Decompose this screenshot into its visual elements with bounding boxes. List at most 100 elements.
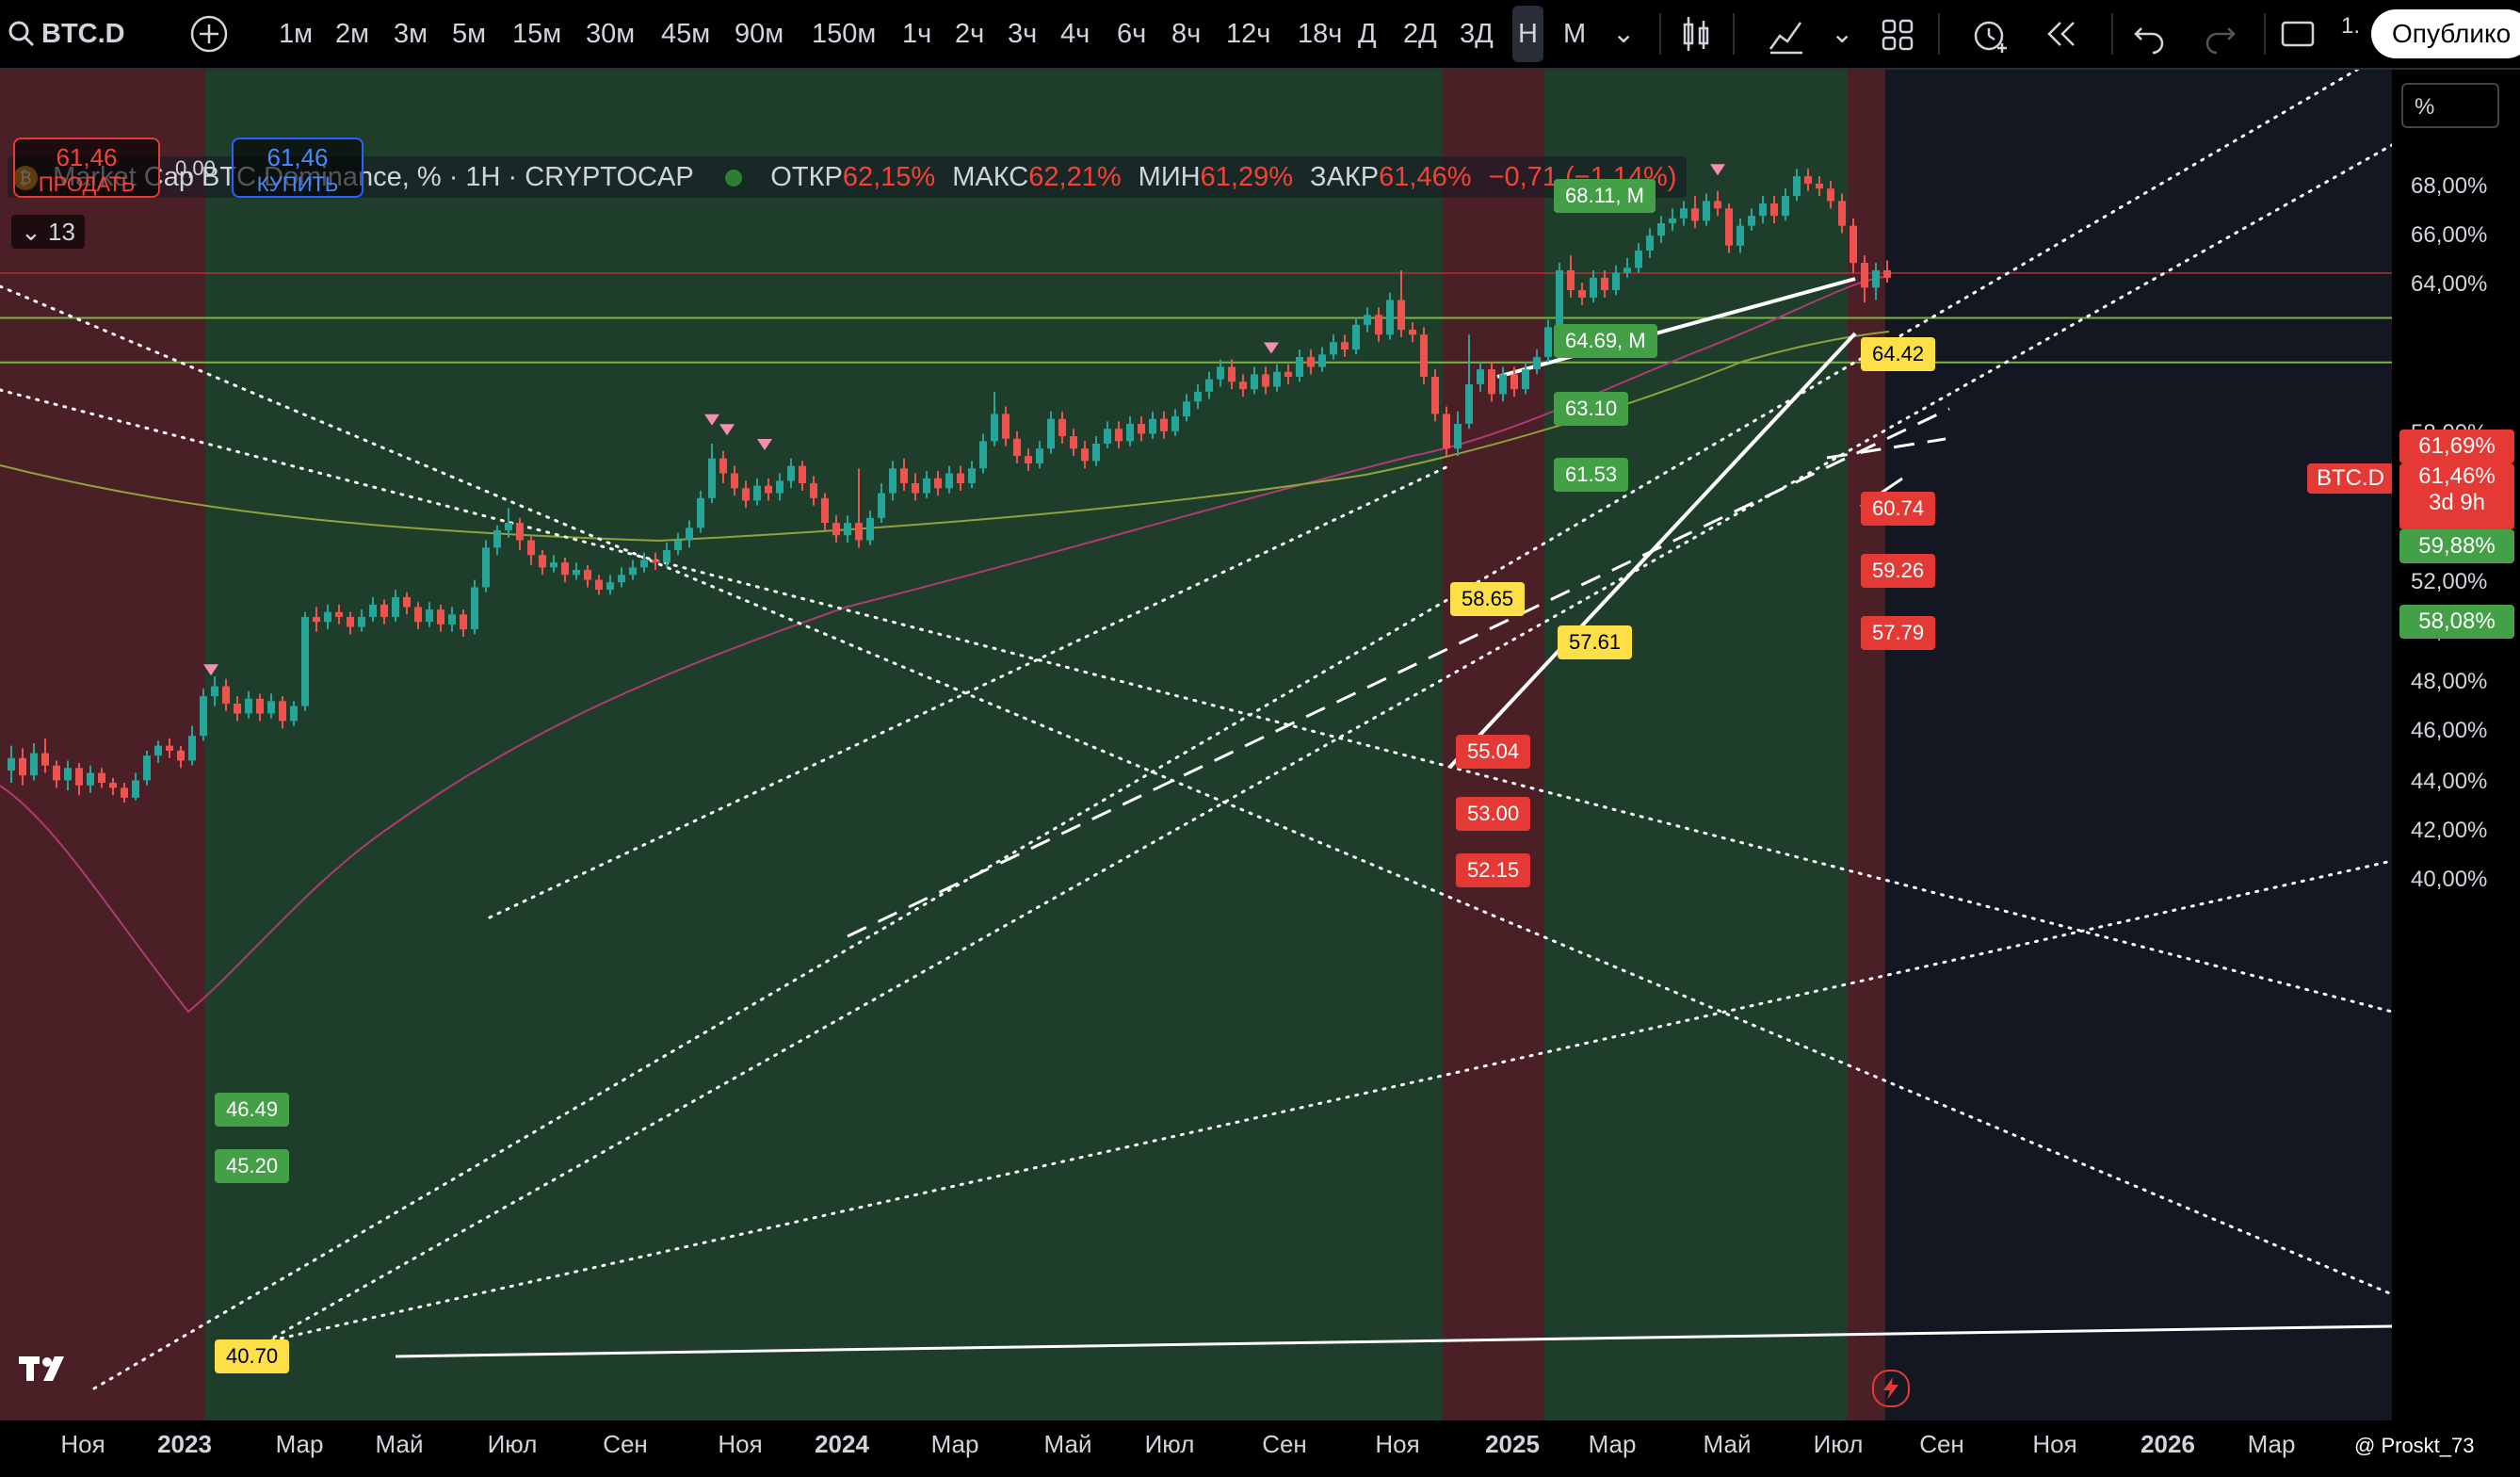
candle-body (1838, 201, 1846, 226)
candle-body (426, 609, 433, 623)
scale-unit-selector[interactable]: % (2401, 83, 2499, 128)
replay-icon[interactable] (2043, 0, 2081, 68)
candle-body (539, 555, 546, 568)
indicators-icon[interactable] (1767, 0, 1804, 68)
high-label: МАКС (952, 162, 1029, 192)
candle-body (471, 587, 478, 630)
candle-body (493, 529, 501, 548)
marker-label: 63.10 (1554, 392, 1629, 426)
time-tick: Мар (2247, 1430, 2296, 1458)
candles-icon[interactable] (1680, 0, 1712, 68)
candle-body (1341, 342, 1349, 350)
timeframe-11[interactable]: 2ч (955, 19, 985, 49)
candle-body (550, 562, 557, 568)
chart-canvas[interactable] (0, 70, 2392, 1420)
marker-label: 64.69, M (1554, 324, 1657, 358)
dotted-trendline (488, 463, 1452, 919)
candle-body (30, 753, 38, 776)
timeframe-18[interactable]: Д (1358, 19, 1377, 49)
alert-clock-icon[interactable] (1970, 0, 2010, 68)
timeframe-19[interactable]: 2Д (1403, 19, 1437, 49)
buy-button[interactable]: 61,46 КУПИТЬ (232, 138, 363, 198)
candle-body (584, 570, 591, 580)
timeframe-8[interactable]: 90м (735, 19, 784, 49)
candle-body (912, 483, 919, 494)
price-tick: 48,00% (2411, 669, 2488, 694)
sell-price: 61,46 (56, 143, 118, 171)
candle-body (1149, 418, 1156, 434)
green-zone (1544, 70, 1848, 1420)
undo-icon[interactable] (2132, 0, 2166, 68)
dashed-trendline (847, 407, 1950, 938)
indicators-dropdown-icon[interactable]: ⌄ (1831, 19, 1854, 49)
bar-countdown: 3d 9h (2428, 490, 2486, 515)
sell-button[interactable]: 61,46 ПРОДАТЬ (13, 138, 160, 198)
add-symbol-icon[interactable] (188, 0, 230, 68)
timeframe-dropdown-icon[interactable]: ⌄ (1612, 19, 1636, 49)
candle-body (121, 787, 128, 798)
timeframe-16[interactable]: 12ч (1226, 19, 1271, 49)
candle-body (154, 745, 162, 756)
candle-body (1262, 374, 1269, 387)
timeframe-9[interactable]: 150м (812, 19, 877, 49)
fullscreen-icon[interactable] (2279, 0, 2317, 68)
candle-body (1759, 203, 1767, 217)
candle-body (1397, 300, 1405, 331)
candle-body (87, 772, 94, 786)
price-tick: 64,00% (2411, 271, 2488, 297)
candle-body (1183, 401, 1190, 417)
timeframe-10[interactable]: 1ч (902, 19, 932, 49)
layout-grid-icon[interactable] (1880, 0, 1915, 68)
lightning-icon[interactable] (1872, 1370, 1910, 1407)
timeframe-12[interactable]: 3ч (1008, 19, 1038, 49)
candle-body (380, 604, 388, 617)
timeframe-13[interactable]: 4ч (1060, 19, 1090, 49)
candle-body (1612, 272, 1620, 290)
candle-body (109, 783, 117, 788)
candle-body (256, 698, 264, 714)
solid-trendline (1448, 332, 1857, 769)
candle-body (1092, 443, 1100, 462)
timeframe-21[interactable]: Н (1512, 6, 1543, 62)
timeframe-7[interactable]: 45м (661, 19, 711, 49)
dashed-trendline (1826, 437, 1947, 460)
candle-body (324, 611, 331, 623)
candle-body (290, 706, 298, 722)
timeframe-3[interactable]: 3м (394, 19, 428, 49)
candle-body (1025, 456, 1032, 463)
chart-pane[interactable]: ₿ Market Cap BTC Dominance, % · 1H · CRY… (0, 70, 2392, 1420)
timeframe-2[interactable]: 2м (335, 19, 370, 49)
candle-body (776, 480, 783, 494)
candle-body (1047, 418, 1055, 449)
time-axis[interactable]: Ноя 2023 Мар Май Июл Сен Ноя 2024 Мар Май Июл Сен Но… (0, 1420, 2520, 1477)
timeframe-6[interactable]: 30м (586, 19, 636, 49)
timeframe-14[interactable]: 6ч (1117, 19, 1147, 49)
timeframe-4[interactable]: 5м (452, 19, 487, 49)
price-axis[interactable]: % 68,00%66,00%64,00%58,00%56,00%54,00%52… (2392, 70, 2520, 1420)
timeframe-20[interactable]: 3Д (1460, 19, 1494, 49)
timeframe-1[interactable]: 1м (279, 19, 314, 49)
candle-body (75, 768, 83, 786)
candle-body (821, 497, 829, 524)
symbol-search[interactable]: BTC.D (41, 19, 125, 49)
timeframe-15[interactable]: 8ч (1171, 19, 1202, 49)
chevron-down-icon: ⌄ (21, 218, 41, 246)
time-tick: Сен (1262, 1430, 1307, 1458)
publish-button[interactable]: Опублико (2371, 9, 2520, 58)
candle-body (1036, 448, 1043, 463)
timeframe-22[interactable]: М (1563, 19, 1587, 49)
time-tick: Ноя (1375, 1430, 1420, 1458)
candle-body (1171, 416, 1179, 431)
search-icon[interactable] (8, 0, 36, 68)
candle-body (53, 765, 60, 781)
candle-body (957, 473, 964, 484)
timeframe-17[interactable]: 18ч (1298, 19, 1343, 49)
indicators-toggle[interactable]: ⌄ 13 (11, 215, 85, 249)
timeframe-5[interactable]: 15м (512, 19, 562, 49)
candle-body (799, 465, 806, 484)
redo-icon[interactable] (2204, 0, 2237, 68)
candle-body (448, 614, 456, 625)
pivot-high-marker (719, 424, 735, 436)
candle-body (1160, 418, 1168, 431)
candle-body (866, 517, 874, 541)
